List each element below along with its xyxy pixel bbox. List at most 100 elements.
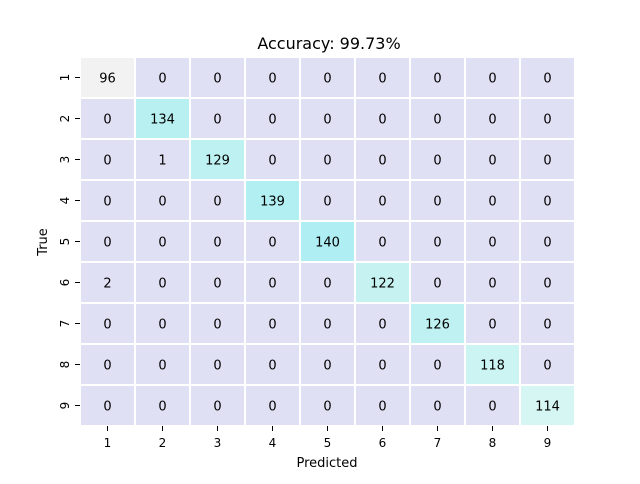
heatmap-cell-label-2-6: 0 (378, 113, 386, 128)
heatmap-cell-6-8 (464, 261, 521, 304)
heatmap-cell-label-3-1: 0 (103, 154, 111, 169)
heatmap-cell-2-3 (189, 97, 246, 140)
y-tick-label-4: 4 (58, 197, 72, 205)
heatmap-cell-4-9 (519, 179, 576, 222)
heatmap-cell-label-3-6: 0 (378, 154, 386, 169)
heatmap-cell-label-6-1: 2 (103, 277, 111, 292)
heatmap-cell-8-3 (189, 343, 246, 386)
heatmap-cell-label-5-6: 0 (378, 236, 386, 251)
heatmap-cell-label-7-3: 0 (213, 318, 221, 333)
y-tick-label-5: 5 (58, 238, 72, 246)
x-tick-label-4: 4 (269, 436, 277, 450)
x-tick-label-2: 2 (159, 436, 167, 450)
x-tick-label-8: 8 (489, 436, 497, 450)
y-tick-label-8: 8 (58, 361, 72, 369)
y-tick-label-1: 1 (58, 74, 72, 82)
heatmap-cell-4-4 (244, 179, 301, 222)
x-tick-label-1: 1 (104, 436, 112, 450)
heatmap-cell-label-4-3: 0 (213, 195, 221, 210)
heatmap-cell-label-2-5: 0 (323, 113, 331, 128)
heatmap-cell-label-7-7: 126 (425, 318, 450, 333)
heatmap-cell-label-4-5: 0 (323, 195, 331, 210)
heatmap-cell-3-5 (299, 138, 356, 181)
heatmap-cell-5-9 (519, 220, 576, 263)
heatmap-cell-label-8-8: 118 (480, 359, 505, 374)
heatmap-cell-8-5 (299, 343, 356, 386)
heatmap-cell-label-4-7: 0 (433, 195, 441, 210)
heatmap-cell-label-6-7: 0 (433, 277, 441, 292)
heatmap-cell-3-1 (79, 138, 136, 181)
heatmap-cell-label-8-6: 0 (378, 359, 386, 374)
heatmap-cell-label-3-5: 0 (323, 154, 331, 169)
heatmap-cell-6-9 (519, 261, 576, 304)
heatmap-cell-7-1 (79, 302, 136, 345)
y-tick-label-9: 9 (58, 402, 72, 410)
heatmap-cell-label-7-8: 0 (488, 318, 496, 333)
heatmap-cell-label-6-3: 0 (213, 277, 221, 292)
heatmap-cell-label-1-1: 96 (99, 72, 116, 87)
heatmap-cell-label-8-3: 0 (213, 359, 221, 374)
heatmap-cell-label-4-4: 139 (260, 195, 285, 210)
heatmap-cell-label-9-5: 0 (323, 400, 331, 415)
y-tick-label-6: 6 (58, 279, 72, 287)
heatmap-cell-3-2 (134, 138, 191, 181)
heatmap-cell-labels: 96 0 0 0 0 0 0 0 0 0 134 0 0 0 0 0 0 0 0 1 129 0 0 0 0 0 0 0 0 0 139 0 0… (99, 72, 560, 415)
y-tick-label-7: 7 (58, 320, 72, 328)
heatmap-cell-label-2-1: 0 (103, 113, 111, 128)
y-axis-ticks: 1 2 3 4 5 6 7 8 9 (58, 74, 80, 410)
heatmap-cell-label-3-9: 0 (543, 154, 551, 169)
y-tick-label-3: 3 (58, 156, 72, 164)
heatmap-cell-6-5 (299, 261, 356, 304)
heatmap-cell-9-2 (134, 384, 191, 427)
heatmap-cell-7-2 (134, 302, 191, 345)
x-tick-label-3: 3 (214, 436, 222, 450)
heatmap-cell-label-9-6: 0 (378, 400, 386, 415)
heatmap-cell-label-1-6: 0 (378, 72, 386, 87)
heatmap-cell-label-6-6: 122 (370, 277, 395, 292)
heatmap-cell-label-9-1: 0 (103, 400, 111, 415)
heatmap-cell-label-5-7: 0 (433, 236, 441, 251)
heatmap-cell-label-9-8: 0 (488, 400, 496, 415)
heatmap-cell-label-9-3: 0 (213, 400, 221, 415)
heatmap-cell-label-4-1: 0 (103, 195, 111, 210)
heatmap-cell-8-1 (79, 343, 136, 386)
y-tick-label-2: 2 (58, 115, 72, 123)
heatmap-cell-label-3-7: 0 (433, 154, 441, 169)
heatmap-cell-7-7 (409, 302, 466, 345)
heatmap-cell-label-4-9: 0 (543, 195, 551, 210)
heatmap-cell-7-5 (299, 302, 356, 345)
heatmap-cell-9-1 (79, 384, 136, 427)
heatmap-cell-label-5-1: 0 (103, 236, 111, 251)
heatmap-cell-9-6 (354, 384, 411, 427)
heatmap-cell-label-5-5: 140 (315, 236, 340, 251)
x-axis-ticks: 1 2 3 4 5 6 7 8 9 (104, 426, 551, 450)
heatmap-cell-6-1 (79, 261, 136, 304)
heatmap-cell-label-6-2: 0 (158, 277, 166, 292)
heatmap-cell-label-2-9: 0 (543, 113, 551, 128)
heatmap-cell-label-1-9: 0 (543, 72, 551, 87)
heatmap-cell-9-7 (409, 384, 466, 427)
heatmap-cell-2-7 (409, 97, 466, 140)
heatmap-cell-label-2-4: 0 (268, 113, 276, 128)
heatmap-cell-label-3-8: 0 (488, 154, 496, 169)
heatmap-cell-label-2-3: 0 (213, 113, 221, 128)
heatmap-cell-label-4-6: 0 (378, 195, 386, 210)
heatmap-cell-label-8-7: 0 (433, 359, 441, 374)
heatmap-cell-label-1-4: 0 (268, 72, 276, 87)
heatmap-cell-label-8-5: 0 (323, 359, 331, 374)
heatmap-cell-label-6-5: 0 (323, 277, 331, 292)
heatmap-cell-8-4 (244, 343, 301, 386)
heatmap-cell-label-8-2: 0 (158, 359, 166, 374)
heatmap-cell-2-8 (464, 97, 521, 140)
heatmap-cell-5-1 (79, 220, 136, 263)
heatmap-cells (79, 56, 576, 427)
heatmap-cell-label-3-4: 0 (268, 154, 276, 169)
heatmap-cell-label-4-8: 0 (488, 195, 496, 210)
heatmap-cell-label-2-8: 0 (488, 113, 496, 128)
heatmap-cell-label-5-3: 0 (213, 236, 221, 251)
heatmap-cell-label-5-4: 0 (268, 236, 276, 251)
heatmap-cell-label-8-9: 0 (543, 359, 551, 374)
heatmap-cell-label-3-3: 129 (205, 154, 230, 169)
heatmap-cell-label-8-4: 0 (268, 359, 276, 374)
